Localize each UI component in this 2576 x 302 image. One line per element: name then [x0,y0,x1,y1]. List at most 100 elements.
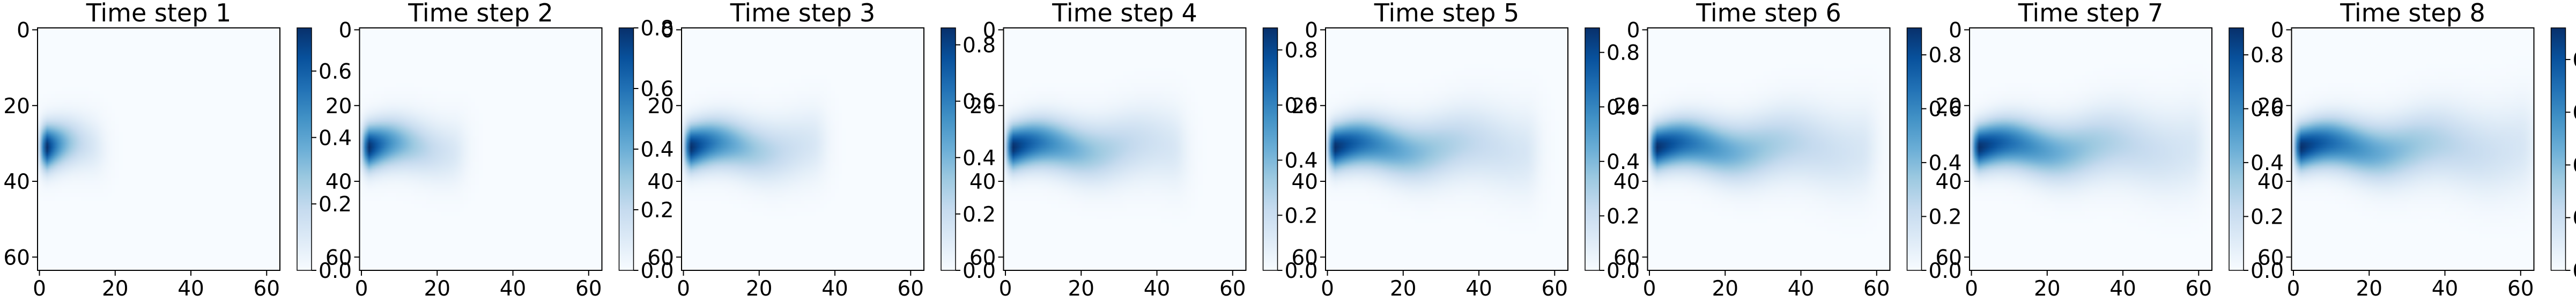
colorbar-tick-label: 0.4 [2251,151,2284,175]
x-tick-label: 40 [2109,277,2136,301]
y-tick-label: 60 [1291,246,1318,270]
colorbar-tick-label: 0.0 [1929,259,1962,283]
heatmap-panel-8: Time step 8020406002040600.00.20.40.60.8 [2257,0,2576,301]
colorbar-tick-label: 0.6 [1929,98,1962,122]
colorbar [1585,27,1600,271]
colorbar-tick-label: 0.6 [319,60,352,84]
y-tick-label: 20 [969,94,996,119]
x-tick-label: 20 [2034,277,2061,301]
y-tick-label: 40 [1935,170,1962,194]
y-tick-label: 0 [661,19,674,43]
y-tick-label: 60 [325,246,352,270]
y-tick-label: 20 [647,94,674,119]
colorbar-tick-label: 0.2 [963,203,996,227]
panel-title: Time step 4 [1052,0,1197,27]
y-tick-label: 0 [983,19,996,43]
colorbar-tick-label: 0.2 [1607,204,1640,229]
panel-title: Time step 7 [2018,0,2164,27]
x-tick-label: 60 [1219,277,1246,301]
colorbar-tick-label: 0.0 [2573,259,2576,283]
heatmap-image [2291,28,2534,270]
y-tick-label: 40 [325,170,352,194]
colorbar-tick-label: 0.2 [1285,204,1318,228]
x-tick-label: 20 [424,277,450,301]
colorbar-tick-label: 0.2 [2251,205,2284,230]
x-tick-label: 60 [2185,277,2212,301]
panel-title: Time step 6 [1696,0,1841,27]
axes-frame [359,27,603,271]
axes-frame [1647,27,1891,271]
colorbar [297,27,312,271]
y-tick-label: 0 [2271,19,2284,43]
y-tick-label: 60 [2257,246,2284,270]
y-tick-label: 20 [1935,94,1962,119]
panel-title: Time step 5 [1374,0,1520,27]
y-tick-label: 0 [1949,19,1962,43]
colorbar-tick-label: 0.0 [1285,259,1318,283]
axes-frame [1325,27,1568,271]
y-tick-label: 40 [2257,170,2284,194]
colorbar-tick-label: 0.2 [2573,207,2576,231]
heatmap-image [38,28,280,270]
x-tick-label: 40 [1788,277,1815,301]
colorbar [618,27,634,271]
y-tick-label: 20 [1291,94,1318,119]
colorbar-tick-label: 0.2 [1929,205,1962,230]
x-tick-label: 40 [1144,277,1171,301]
x-tick-label: 0 [2287,277,2300,301]
panel-title: Time step 2 [408,0,553,27]
y-tick-label: 40 [647,170,674,194]
x-tick-label: 0 [677,277,690,301]
y-tick-label: 60 [1935,246,1962,270]
colorbar [1906,27,1922,271]
colorbar-tick-label: 0.6 [2251,98,2284,122]
x-tick-label: 40 [500,277,527,301]
x-tick-label: 0 [1643,277,1656,301]
y-tick-label: 40 [1291,170,1318,194]
x-tick-label: 40 [177,277,204,301]
colorbar-tick-label: 0.2 [641,198,674,223]
y-tick-label: 40 [1613,170,1640,194]
x-tick-label: 60 [1863,277,1890,301]
axes-frame [1969,27,2212,271]
colorbar-tick-label: 0.2 [319,193,352,217]
x-tick-label: 0 [1321,277,1334,301]
colorbar [941,27,956,271]
y-tick-label: 60 [647,246,674,270]
x-tick-label: 60 [575,277,602,301]
y-tick-label: 20 [2257,94,2284,119]
y-tick-label: 20 [1613,94,1640,119]
colorbar [1262,27,1278,271]
x-tick-label: 20 [1390,277,1417,301]
y-tick-label: 60 [3,246,30,270]
axes-frame [1003,27,1247,271]
heatmap-image [682,28,924,270]
x-tick-label: 20 [1712,277,1738,301]
x-tick-label: 0 [1965,277,1978,301]
colorbar-tick-label: 0.6 [1285,94,1318,118]
x-tick-label: 60 [1541,277,1568,301]
heatmap-image [359,28,602,270]
colorbar-tick-label: 0.0 [963,259,996,283]
axes-frame [2291,27,2535,271]
x-tick-label: 60 [897,277,924,301]
x-tick-label: 40 [1465,277,1492,301]
heatmap-image [1647,28,1890,270]
colorbar-tick-label: 0.4 [641,138,674,162]
heatmap-image [1003,28,1246,270]
y-tick-label: 0 [1627,19,1640,43]
y-tick-label: 0 [17,19,30,43]
y-tick-label: 60 [969,246,996,270]
x-tick-label: 20 [746,277,773,301]
x-tick-label: 20 [102,277,129,301]
colorbar-tick-label: 0.0 [319,259,352,283]
x-tick-label: 20 [1068,277,1094,301]
x-tick-label: 0 [999,277,1012,301]
colorbar-tick-label: 0.6 [641,77,674,101]
